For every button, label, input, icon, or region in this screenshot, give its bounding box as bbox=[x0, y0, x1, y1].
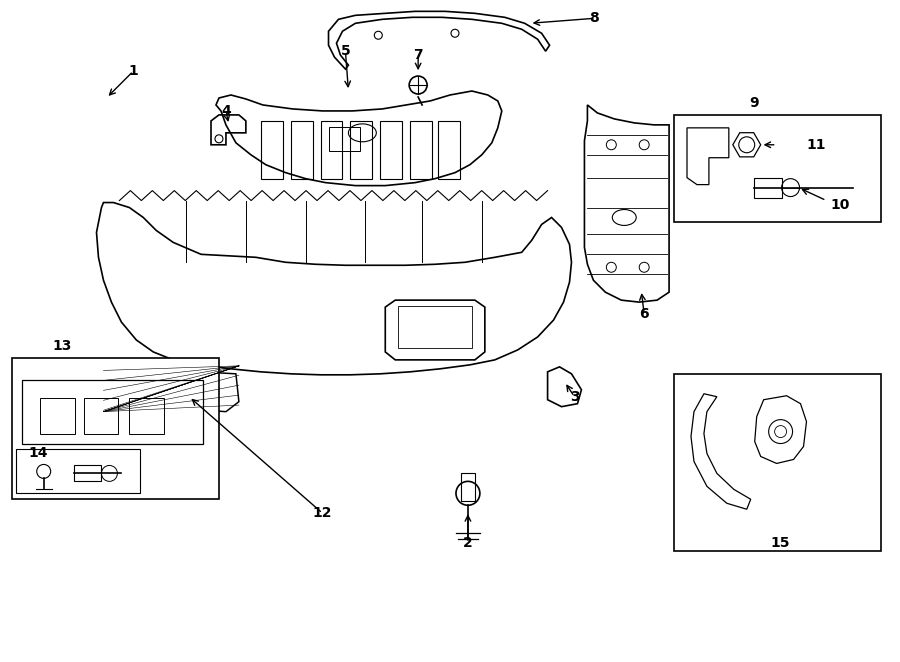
Text: 4: 4 bbox=[221, 104, 230, 118]
Bar bbox=[84, 398, 119, 434]
Bar bbox=[674, 115, 881, 222]
Text: 12: 12 bbox=[313, 506, 332, 520]
Bar bbox=[291, 121, 312, 179]
Bar bbox=[74, 465, 102, 481]
Text: 9: 9 bbox=[749, 96, 759, 110]
Bar bbox=[381, 121, 402, 179]
Text: 1: 1 bbox=[129, 64, 139, 78]
Bar bbox=[328, 127, 360, 151]
Bar bbox=[753, 177, 781, 197]
Bar bbox=[22, 380, 203, 444]
Bar bbox=[40, 398, 75, 434]
Text: 13: 13 bbox=[52, 339, 71, 353]
Bar bbox=[461, 473, 475, 501]
Bar bbox=[130, 398, 164, 434]
Text: 11: 11 bbox=[806, 138, 826, 152]
Bar bbox=[410, 121, 432, 179]
Bar bbox=[16, 448, 140, 493]
Text: 3: 3 bbox=[570, 390, 580, 404]
Bar bbox=[674, 374, 881, 551]
Bar bbox=[12, 358, 219, 499]
Text: 15: 15 bbox=[771, 536, 790, 550]
Bar bbox=[438, 121, 460, 179]
Bar bbox=[261, 121, 283, 179]
Text: 14: 14 bbox=[28, 446, 48, 461]
Text: 6: 6 bbox=[639, 307, 649, 321]
Text: 8: 8 bbox=[590, 11, 599, 25]
Text: 10: 10 bbox=[831, 197, 850, 212]
Text: 5: 5 bbox=[340, 44, 350, 58]
Bar bbox=[320, 121, 343, 179]
Bar bbox=[350, 121, 373, 179]
Text: 7: 7 bbox=[413, 48, 423, 62]
Text: 2: 2 bbox=[463, 536, 473, 550]
